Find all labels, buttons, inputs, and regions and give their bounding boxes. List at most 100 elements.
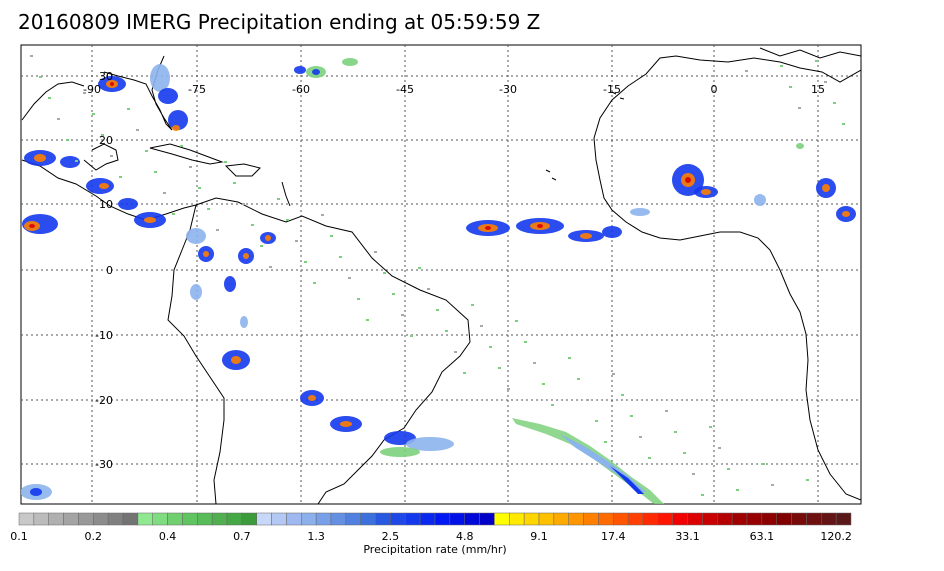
precip-cell: [485, 226, 491, 230]
colorbar-swatch: [315, 512, 332, 526]
precip-cell: [29, 224, 35, 228]
colorbar-tick-label: 0.1: [10, 530, 28, 543]
lesser-antilles: [281, 181, 291, 207]
precip-speckle: [172, 213, 175, 215]
colorbar-swatch: [731, 512, 748, 526]
precip-speckle: [154, 171, 157, 173]
precip-cell: [118, 198, 138, 210]
precip-speckle: [313, 282, 316, 284]
precip-speckle: [745, 70, 748, 72]
latitude-tick: -30: [95, 458, 113, 471]
precip-speckle: [145, 150, 148, 152]
precip-cell: [231, 356, 241, 364]
colorbar-swatch: [390, 512, 406, 526]
precip-speckle: [277, 198, 280, 200]
precip-cell: [842, 211, 850, 217]
colorbar-swatch: [167, 512, 183, 526]
precip-speckle: [119, 176, 122, 178]
colorbar-tick-label: 9.1: [530, 530, 548, 543]
precip-speckle: [75, 160, 78, 162]
colorbar-swatch: [657, 512, 673, 526]
precip-cell: [224, 276, 236, 292]
precip-cell: [630, 208, 650, 216]
colorbar-swatch: [509, 512, 525, 526]
colorbar-swatch: [538, 512, 555, 526]
precip-speckle: [612, 373, 615, 375]
colorbar-swatch: [523, 512, 540, 526]
colorbar-swatch: [761, 512, 777, 526]
precip-speckle: [639, 436, 642, 438]
south-america-coastline: [167, 197, 471, 504]
colorbar-swatch: [687, 512, 703, 526]
precip-cell: [30, 488, 42, 496]
longitude-tick: 15: [811, 83, 825, 96]
precip-cell: [754, 194, 766, 206]
colorbar-swatch: [746, 512, 763, 526]
precip-cell: [340, 421, 352, 427]
colorbar-swatch: [672, 512, 688, 526]
colorbar-swatch: [256, 512, 272, 526]
mediterranean-coastline: [759, 47, 861, 59]
colorbar-tick-label: 4.8: [455, 530, 474, 543]
colorbar-swatch: [449, 512, 465, 526]
precip-cell: [701, 189, 711, 195]
colorbar-swatch: [434, 512, 451, 526]
precip-speckle: [198, 187, 201, 189]
precip-speckle: [463, 372, 466, 374]
colorbar-swatch: [330, 512, 347, 526]
cuba-coastline: [149, 143, 224, 165]
precip-cell: [172, 125, 180, 131]
colorbar-swatch: [568, 512, 584, 526]
precip-speckle: [101, 134, 104, 136]
precip-speckle: [789, 86, 792, 88]
precip-speckle: [780, 65, 783, 67]
precip-cell: [265, 235, 271, 241]
colorbar-swatch: [835, 512, 852, 526]
precip-speckle: [533, 362, 536, 364]
colorbar-swatch: [419, 512, 436, 526]
precip-cell: [168, 110, 188, 130]
precip-speckle: [304, 261, 307, 263]
map-title: 20160809 IMERG Precipitation ending at 0…: [18, 10, 541, 34]
precip-cell: [186, 228, 206, 244]
precip-speckle: [551, 404, 554, 406]
precipitation-field: [21, 55, 856, 504]
precip-speckle: [604, 441, 607, 443]
longitude-tick: -45: [396, 83, 414, 96]
latitude-tick: 30: [99, 70, 113, 83]
precip-speckle: [427, 288, 430, 290]
precip-speckle: [339, 256, 342, 258]
colorbar-swatch: [137, 512, 153, 526]
colorbar-swatch: [613, 512, 629, 526]
colorbar-swatch: [345, 512, 361, 526]
colorbar-swatch: [18, 512, 35, 526]
precip-speckle: [436, 309, 439, 311]
colorbar-tick-label: 1.3: [307, 530, 325, 543]
colorbar-swatch: [553, 512, 569, 526]
precip-speckle: [163, 192, 166, 194]
colorbar-swatch: [93, 512, 109, 526]
precip-cell: [99, 183, 109, 189]
longitude-tick: -60: [292, 83, 310, 96]
precip-speckle: [718, 447, 721, 449]
colorbar: [18, 512, 852, 526]
precip-speckle: [665, 410, 668, 412]
florida-coastline: [103, 55, 173, 131]
precip-speckle: [401, 314, 404, 316]
colorbar-swatch: [464, 512, 480, 526]
colorbar-swatch: [405, 512, 421, 526]
colorbar-tick-label: 33.1: [675, 530, 700, 543]
colorbar-swatch: [286, 512, 302, 526]
colorbar-tick-label: 0.7: [233, 530, 251, 543]
precip-speckle: [471, 304, 474, 306]
colorbar-units-label: Precipitation rate (mm/hr): [363, 543, 507, 556]
colorbar-swatch: [226, 512, 243, 526]
precip-speckle: [392, 293, 395, 295]
precip-cell: [580, 233, 592, 239]
colorbar-swatch: [211, 512, 228, 526]
precip-speckle: [577, 378, 580, 380]
precip-speckle: [330, 235, 333, 237]
colorbar-swatch: [598, 512, 614, 526]
precip-cell: [406, 437, 454, 451]
latitude-tick: 10: [99, 198, 113, 211]
